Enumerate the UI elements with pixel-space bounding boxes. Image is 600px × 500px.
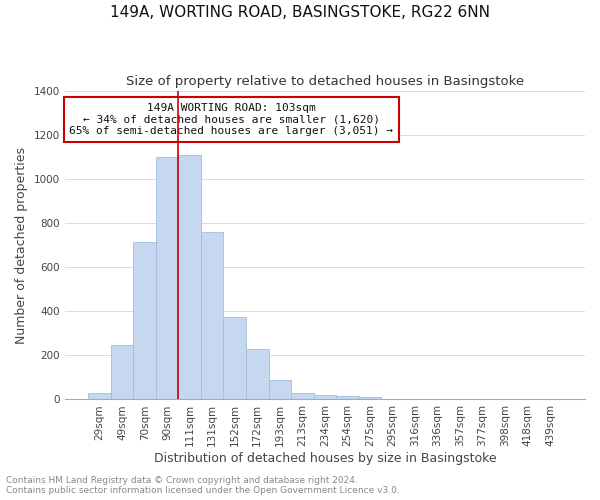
- Title: Size of property relative to detached houses in Basingstoke: Size of property relative to detached ho…: [126, 75, 524, 88]
- Bar: [246, 348, 269, 400]
- Text: 149A WORTING ROAD: 103sqm
← 34% of detached houses are smaller (1,620)
65% of se: 149A WORTING ROAD: 103sqm ← 34% of detac…: [69, 103, 393, 136]
- Y-axis label: Number of detached properties: Number of detached properties: [15, 146, 28, 344]
- Bar: [269, 380, 291, 400]
- Bar: [156, 156, 178, 400]
- Bar: [178, 154, 201, 400]
- X-axis label: Distribution of detached houses by size in Basingstoke: Distribution of detached houses by size …: [154, 452, 496, 465]
- Bar: [336, 396, 359, 400]
- Text: 149A, WORTING ROAD, BASINGSTOKE, RG22 6NN: 149A, WORTING ROAD, BASINGSTOKE, RG22 6N…: [110, 5, 490, 20]
- Bar: [201, 232, 223, 400]
- Text: Contains HM Land Registry data © Crown copyright and database right 2024.
Contai: Contains HM Land Registry data © Crown c…: [6, 476, 400, 495]
- Bar: [314, 395, 336, 400]
- Bar: [291, 393, 314, 400]
- Bar: [359, 398, 381, 400]
- Bar: [88, 393, 111, 400]
- Bar: [133, 242, 156, 400]
- Bar: [111, 346, 133, 400]
- Bar: [223, 316, 246, 400]
